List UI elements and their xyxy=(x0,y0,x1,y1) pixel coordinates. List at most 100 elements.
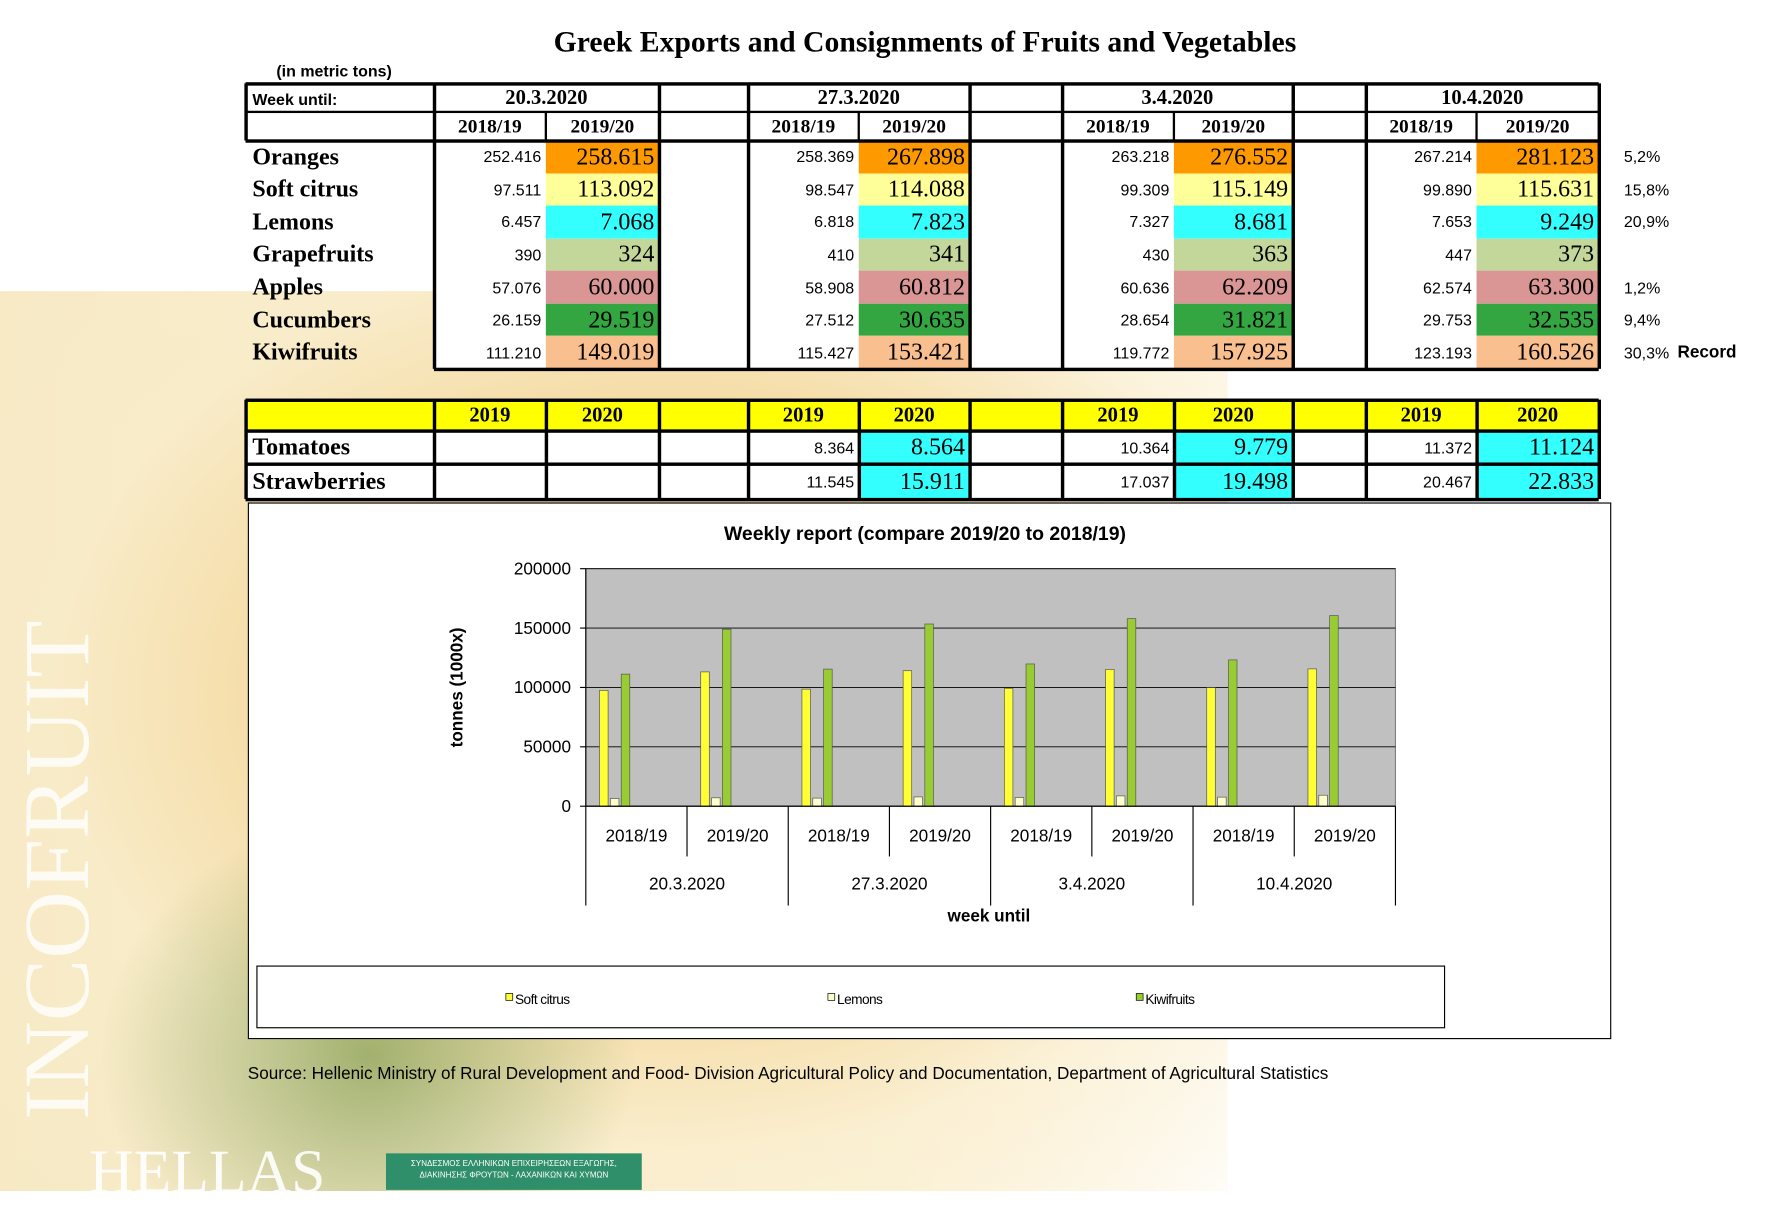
table-border xyxy=(245,461,1599,466)
bar xyxy=(1014,797,1025,807)
season-header: 2019/20 xyxy=(1201,114,1266,137)
value-2019-20: 9.249 xyxy=(1476,205,1599,239)
bar xyxy=(1307,668,1317,807)
y-tick-label: 200000 xyxy=(514,559,571,578)
bar xyxy=(1105,669,1115,807)
x-tick-label: 2018/19 xyxy=(1010,827,1072,846)
legend-box xyxy=(256,965,1446,1029)
x-tick-label: 2018/19 xyxy=(1213,827,1275,846)
value-2019-20: 258.615 xyxy=(545,140,659,174)
value-2018-19: 62.574 xyxy=(1423,278,1472,297)
table-border xyxy=(857,111,860,141)
brand: HELLAS xyxy=(89,1137,326,1206)
table-border xyxy=(1364,83,1368,369)
value-2018-19: 263.218 xyxy=(1111,147,1170,166)
table-border xyxy=(432,83,436,369)
value-2019-20: 60.812 xyxy=(858,270,970,304)
value-2018-19: 98.547 xyxy=(805,180,855,199)
table-border xyxy=(245,497,1599,501)
value-2018-19: 6.457 xyxy=(501,212,542,232)
value-2019-20: 8.681 xyxy=(1173,205,1293,239)
year-header: 2020 xyxy=(1476,399,1599,431)
value-2020: 8.564 xyxy=(858,430,970,464)
unit-note: (in metric tons) xyxy=(276,61,392,80)
table-border xyxy=(746,83,750,369)
table-border xyxy=(1475,111,1478,141)
table-border xyxy=(432,399,436,500)
row-label: Grapefruits xyxy=(252,240,374,268)
legend-label: Lemons xyxy=(837,992,883,1007)
value-2019-20: 30.635 xyxy=(858,303,970,337)
bar xyxy=(1206,687,1216,807)
value-2018-19: 29.753 xyxy=(1423,310,1472,330)
value-2019: 10.364 xyxy=(1120,437,1170,457)
table-border xyxy=(245,138,1599,143)
season-header: 2018/19 xyxy=(458,114,522,137)
chart-title: Weekly report (compare 2019/20 to 2018/1… xyxy=(724,523,1126,545)
season-header: 2019/20 xyxy=(1505,114,1570,137)
value-2019: 11.372 xyxy=(1424,437,1472,457)
bar xyxy=(722,628,732,807)
table-border xyxy=(544,399,548,500)
value-2018-19: 119.772 xyxy=(1112,343,1170,362)
y-tick-label: 150000 xyxy=(514,619,571,638)
bar xyxy=(1318,794,1328,807)
value-2019-20: 7.823 xyxy=(858,205,970,239)
change: 30,3% xyxy=(1623,343,1670,362)
row-label: Cucumbers xyxy=(252,305,371,334)
row-label: Kiwifruits xyxy=(252,338,358,366)
bar xyxy=(1217,796,1227,807)
table-border xyxy=(657,83,661,369)
value-2018-19: 26.159 xyxy=(492,310,542,330)
table-border xyxy=(245,428,1599,433)
bar xyxy=(823,668,833,807)
value-2019-20: 29.519 xyxy=(545,303,659,337)
x-axis-label: week until xyxy=(947,907,1031,926)
table-border xyxy=(1290,399,1295,500)
x-tick-label: 2019/20 xyxy=(1314,827,1376,846)
title: Greek Exports and Consignments of Fruits… xyxy=(553,25,1297,59)
legend-label: Kiwifruits xyxy=(1145,992,1195,1007)
year-header: 2019 xyxy=(1062,399,1174,431)
y-axis-label: tonnes (1000x) xyxy=(447,628,466,748)
value-2018-19: 99.890 xyxy=(1423,180,1472,199)
week-header: 20.3.2020 xyxy=(505,85,588,109)
y-tick-label: 100000 xyxy=(514,678,571,697)
table-border xyxy=(1597,399,1601,500)
change: 9,4% xyxy=(1623,310,1661,330)
x-tick-label: 2018/19 xyxy=(605,827,667,846)
bar xyxy=(620,673,631,807)
value-2018-19: 115.427 xyxy=(797,343,855,362)
bar xyxy=(1228,659,1238,807)
row-label: Lemons xyxy=(252,207,334,236)
value-2019-20: 324 xyxy=(545,238,659,271)
table-border xyxy=(657,399,661,500)
season-header: 2018/19 xyxy=(1389,114,1453,137)
value-2018-19: 7.653 xyxy=(1431,212,1472,232)
bar xyxy=(801,688,811,807)
bar xyxy=(1126,618,1137,807)
value-2019-20: 114.088 xyxy=(858,173,970,206)
bar xyxy=(700,671,710,807)
value-2019-20: 60.000 xyxy=(545,270,659,304)
value-2020: 19.498 xyxy=(1173,463,1293,500)
value-2019-20: 281.123 xyxy=(1476,140,1599,174)
value-2019-20: 276.552 xyxy=(1173,140,1293,174)
table-border xyxy=(1172,399,1176,500)
bar xyxy=(1116,795,1126,807)
bar xyxy=(610,798,620,807)
legend-swatch xyxy=(1135,993,1144,1001)
row-label: Strawberries xyxy=(252,467,386,495)
change: 5,2% xyxy=(1623,147,1661,166)
x-group-label: 10.4.2020 xyxy=(1256,875,1332,894)
value-2018-19: 123.193 xyxy=(1414,343,1472,362)
row-label: Soft citrus xyxy=(252,175,359,203)
change: 1,2% xyxy=(1623,278,1661,297)
y-tick-label: 0 xyxy=(561,797,571,816)
bar xyxy=(812,797,822,807)
logo: ΣΥΝΔΕΣΜΟΣ ΕΛΛΗΝΙΚΩΝ ΕΠΙΧΕΙΡΗΣΕΩΝ ΕΞΑΓΩΓΗ… xyxy=(385,1153,642,1190)
bar xyxy=(924,623,934,807)
value-2019-20: 115.149 xyxy=(1173,173,1293,206)
table-border xyxy=(857,399,861,500)
